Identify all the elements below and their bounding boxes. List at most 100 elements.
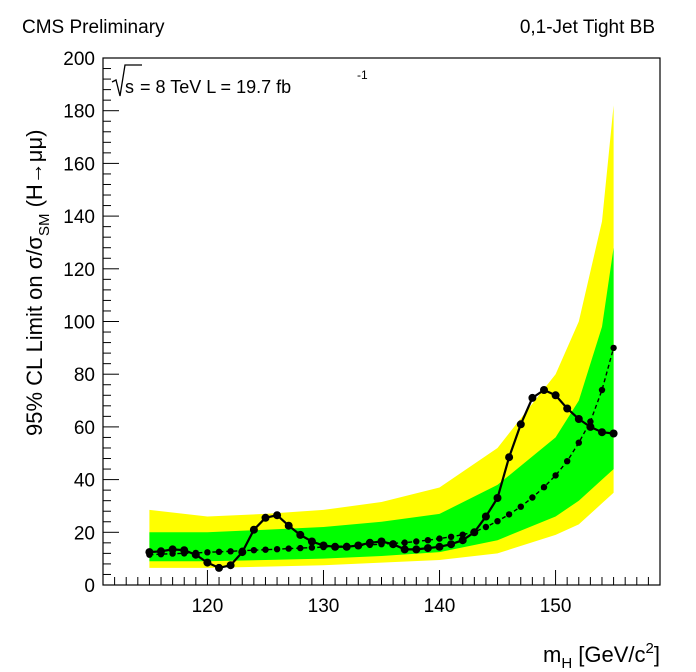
x-tick-label: 150	[540, 596, 572, 617]
expected-point	[389, 540, 397, 547]
y-tick-label: 20	[74, 523, 95, 544]
observed-point	[551, 391, 560, 400]
axis-ticks	[103, 57, 649, 586]
expected-point	[285, 545, 292, 552]
observed-point	[609, 429, 618, 438]
energy-lumi-text: = 8 TeV L = 19.7 fb	[135, 77, 291, 97]
expected-point	[505, 511, 513, 518]
y-axis-title-main: 95% CL Limit on σ/σ	[22, 236, 47, 436]
expected-point	[378, 541, 385, 548]
sqrt-s-text: s	[125, 77, 134, 97]
expected-point	[146, 551, 153, 558]
sqrt-sign-icon	[111, 64, 142, 97]
observed-point	[516, 420, 525, 429]
observed-point	[563, 404, 572, 413]
observed-point	[226, 561, 235, 570]
expected-point	[517, 503, 524, 510]
expected-point	[343, 542, 350, 550]
y-axis-title-sub: SM	[36, 214, 53, 237]
expected-point	[169, 550, 176, 557]
expected-point	[575, 439, 582, 446]
expected-point	[355, 542, 362, 549]
y-tick-label: 160	[63, 154, 95, 175]
header-right: 0,1-Jet Tight BB	[520, 17, 655, 38]
expected-point	[482, 523, 490, 531]
expected-point	[227, 548, 234, 555]
limit-lines	[145, 344, 618, 572]
expected-point	[610, 344, 617, 352]
expected-point	[459, 531, 466, 538]
y-tick-label: 140	[63, 207, 95, 228]
expected-point	[424, 537, 432, 544]
observed-point	[273, 511, 282, 520]
expected-point	[262, 546, 269, 553]
x-tick-label: 130	[308, 596, 340, 617]
observed-point	[307, 537, 316, 546]
y-tick-label: 60	[74, 418, 95, 439]
energy-annotation: s = 8 TeV L = 19.7 fb -1	[111, 64, 368, 97]
expected-point	[401, 539, 408, 546]
observed-point	[540, 386, 548, 394]
y-tick-label: 40	[74, 471, 95, 492]
observed-point	[505, 453, 514, 462]
expected-point	[564, 458, 571, 465]
observed-point	[249, 525, 258, 534]
band-2sigma	[149, 105, 614, 568]
y-axis-title: 95% CL Limit on σ/σSM (H→μμ)	[22, 130, 53, 437]
x-axis-title-unit: [GeV/c	[572, 642, 645, 667]
x-axis-title-close: ]	[654, 642, 660, 667]
observed-point	[574, 415, 583, 423]
y-tick-label: 0	[84, 576, 95, 597]
observed-point	[423, 544, 432, 553]
expected-point	[204, 549, 211, 556]
y-axis-title-tail: (H→μμ)	[22, 130, 47, 214]
expected-point	[239, 547, 246, 554]
expected-point	[494, 518, 501, 525]
observed-point	[481, 512, 490, 521]
axis-tick-labels: 120 130 140 150 0 20 40 60 80 100 120 140 160 180 200	[63, 49, 571, 617]
expected-point	[587, 418, 594, 425]
expected-point	[157, 551, 165, 558]
expected-point	[192, 549, 199, 557]
y-tick-label: 120	[63, 260, 95, 281]
observed-point	[447, 540, 456, 549]
expected-point	[598, 386, 606, 394]
expected-point	[181, 550, 188, 557]
y-tick-label: 200	[63, 49, 95, 70]
observed-point	[458, 536, 467, 545]
observed-point	[400, 545, 409, 554]
y-tick-label: 80	[74, 365, 95, 386]
expected-point	[250, 547, 258, 554]
y-tick-label: 180	[63, 102, 95, 123]
expected-point	[366, 541, 374, 549]
expected-point	[436, 535, 443, 542]
expected-bands	[149, 105, 614, 568]
x-tick-label: 140	[424, 596, 456, 617]
expected-point	[540, 484, 548, 491]
x-axis-title-sub: H	[561, 655, 572, 672]
x-axis-title: mH [GeV/c2]	[543, 640, 660, 672]
observed-point	[412, 545, 421, 554]
y-tick-label: 100	[63, 313, 95, 334]
expected-point	[297, 544, 304, 552]
expected-point	[308, 544, 316, 551]
observed-point	[284, 521, 293, 530]
x-axis-title-main: m	[543, 642, 561, 667]
expected-point	[413, 538, 420, 545]
x-axis-title-sup: 2	[646, 640, 654, 657]
observed-point	[215, 563, 223, 572]
observed-point	[528, 393, 537, 402]
expected-point	[215, 548, 223, 555]
expected-point	[447, 533, 455, 540]
expected-point	[529, 494, 536, 501]
expected-point	[320, 543, 327, 551]
observed-point	[261, 513, 270, 522]
observed-point	[203, 558, 212, 567]
expected-point	[471, 528, 478, 536]
expected-point	[273, 546, 281, 553]
observed-point	[598, 428, 606, 437]
observed-point	[435, 542, 444, 551]
expected-point	[331, 543, 339, 550]
expected-point	[552, 472, 559, 479]
